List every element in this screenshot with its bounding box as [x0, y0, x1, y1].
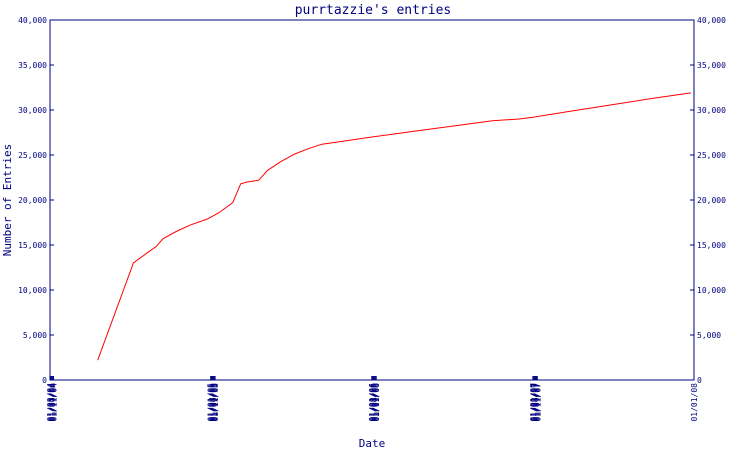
x-tick-label: 01/09/05 [210, 383, 219, 422]
x-tick-label: 01/05/07 [531, 383, 540, 422]
x-tick-label: 01/11/07 [533, 383, 542, 422]
x-tick-label: 01/09/07 [532, 383, 541, 422]
x-tick-label: 01/01/06 [368, 383, 377, 422]
x-tick-label: 01/03/06 [369, 383, 378, 422]
plot-frame [49, 19, 695, 381]
x-tick-label: 01/07/06 [370, 383, 379, 422]
x-tick-label: 01/01/07 [529, 383, 538, 422]
y-tick-label-right: 30,000 [697, 106, 726, 115]
x-tick-label: 01/01/05 [207, 383, 216, 422]
x-tick-label: 01/09/06 [371, 383, 380, 422]
y-tick-label-left: 25,000 [18, 151, 47, 160]
x-axis: 01/03/0401/05/0401/07/0401/09/0401/11/04… [46, 376, 699, 422]
y-tick-label-right: 10,000 [697, 286, 726, 295]
y-tick-label-right: 5,000 [697, 331, 721, 340]
series-line [97, 92, 691, 361]
x-tick-label: 01/11/05 [211, 383, 220, 422]
y-tick-label-left: 30,000 [18, 106, 47, 115]
chart-title: purrtazzie's entries [295, 3, 452, 18]
y-tick-label-right: 0 [697, 376, 702, 385]
y-tick-label-right: 20,000 [697, 196, 726, 205]
x-tick-label: 01/11/06 [372, 383, 381, 422]
x-tick-label: 01/07/07 [532, 383, 541, 422]
x-tick-label: 01/07/05 [209, 383, 218, 422]
y-tick-label-left: 40,000 [18, 16, 47, 25]
y-axis-label: Number of Entries [1, 144, 14, 257]
y-tick-label-left: 35,000 [18, 61, 47, 70]
series-layer [97, 92, 691, 361]
x-tick-label: 01/11/04 [50, 383, 59, 422]
y-tick-label-left: 15,000 [18, 241, 47, 250]
y-tick-label-left: 0 [42, 376, 47, 385]
y-tick-label-left: 20,000 [18, 196, 47, 205]
x-tick-label: 01/05/06 [370, 383, 379, 422]
x-tick-label: 01/01/08 [690, 383, 699, 422]
y-tick-label-left: 10,000 [18, 286, 47, 295]
y-axis-right: 0 5,000 10,000 15,000 20,000 25,000 30,000 35,0… [690, 16, 726, 385]
y-tick-label-left: 5,000 [23, 331, 47, 340]
x-tick-label: 01/05/04 [47, 383, 56, 422]
x-tick-label: 01/03/04 [46, 383, 55, 422]
x-axis-label: Date [359, 437, 386, 450]
y-tick-label-right: 35,000 [697, 61, 726, 70]
y-axis-left: 0 5,000 10,000 15,000 20,000 25,000 30,000 35,0… [18, 16, 54, 385]
y-tick-label-right: 40,000 [697, 16, 726, 25]
x-tick-label: 01/03/05 [208, 383, 217, 422]
x-tick-label: 01/03/07 [530, 383, 539, 422]
x-tick-label: 01/05/05 [208, 383, 217, 422]
y-tick-label-right: 15,000 [697, 241, 726, 250]
x-tick-label: 01/09/04 [49, 383, 58, 422]
x-tick-label: 01/07/04 [48, 383, 57, 422]
y-tick-label-right: 25,000 [697, 151, 726, 160]
